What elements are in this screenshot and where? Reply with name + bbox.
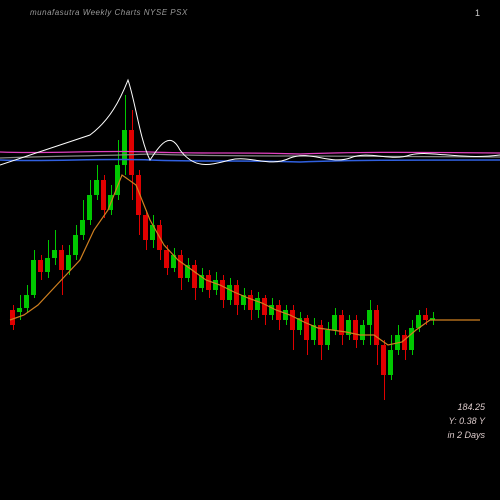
ma-line-orange xyxy=(10,175,480,345)
y-value: Y: 0.38 Y xyxy=(447,414,485,428)
indicator-overlay xyxy=(0,0,500,500)
days-value: in 2 Days xyxy=(447,428,485,442)
price-info: 184.25 Y: 0.38 Y in 2 Days xyxy=(447,400,485,442)
price-value: 184.25 xyxy=(447,400,485,414)
chart-container: munafasutra Weekly Charts NYSE PSX 1 184… xyxy=(0,0,500,500)
ma-line-gray xyxy=(0,154,500,158)
